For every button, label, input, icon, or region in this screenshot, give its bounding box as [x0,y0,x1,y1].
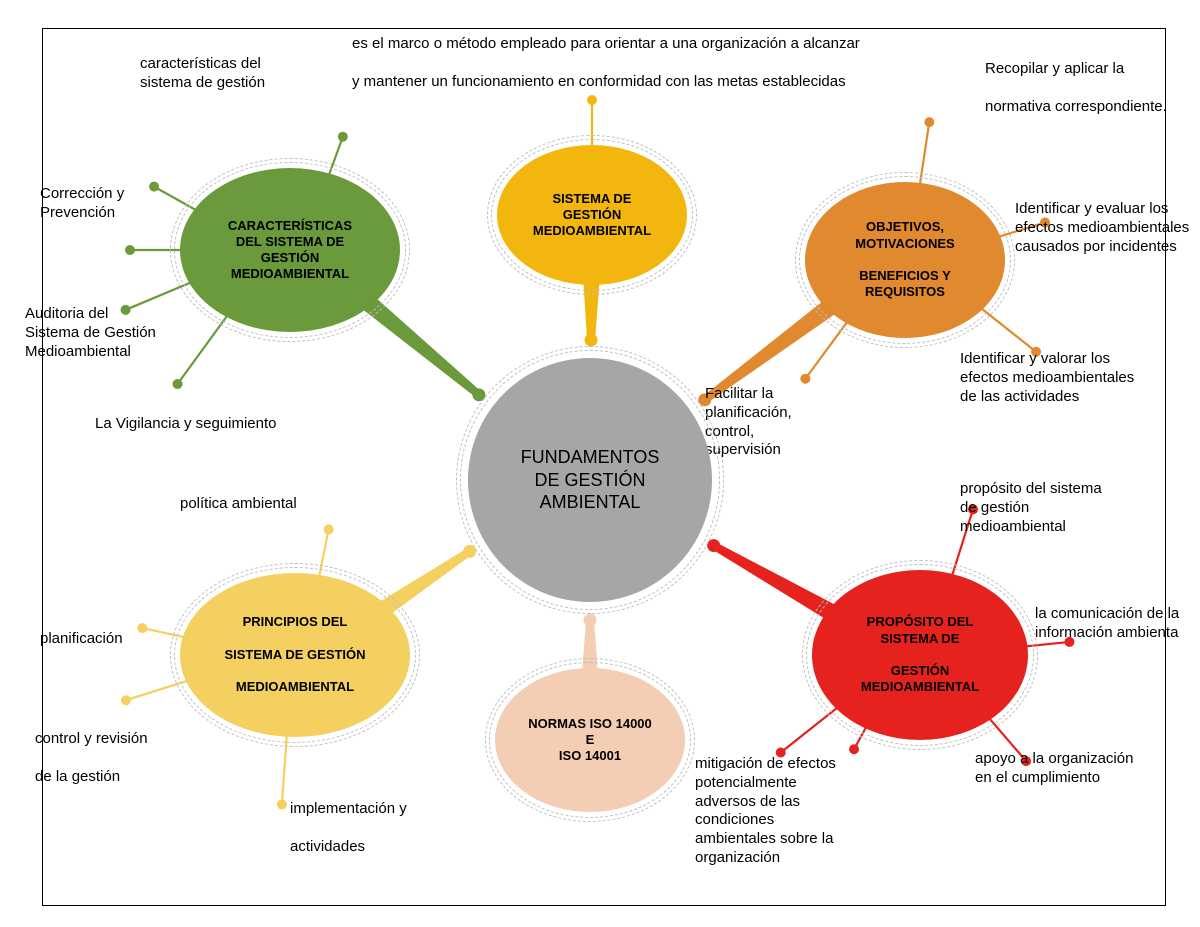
branch-label: mitigación de efectos potencialmente adv… [695,755,885,868]
node-label: PROPÓSITO DEL SISTEMA DE GESTIÓN MEDIOAM… [861,614,979,695]
node-label: FUNDAMENTOS DE GESTIÓN AMBIENTAL [521,446,660,514]
branch-label: control y revisión de la gestión [35,730,205,786]
node-label: NORMAS ISO 14000 E ISO 14001 [528,716,652,765]
node-body: NORMAS ISO 14000 E ISO 14001 [495,668,685,812]
branch-label: la comunicación de la información ambien… [1035,605,1200,643]
branch-label: Auditoria del Sistema de Gestión Medioam… [25,305,205,361]
branch-label: La Vigilancia y seguimiento [95,415,355,434]
branch-label: características del sistema de gestión [140,55,320,93]
branch-label: propósito del sistema de gestión medioam… [960,480,1160,536]
branch-label: es el marco o método empleado para orien… [352,35,992,91]
node-body: PRINCIPIOS DEL SISTEMA DE GESTIÓN MEDIOA… [180,573,410,737]
node-body: SISTEMA DE GESTIÓN MEDIOAMBIENTAL [497,145,687,285]
node-body: OBJETIVOS, MOTIVACIONES BENEFICIOS Y REQ… [805,182,1005,338]
node-label: SISTEMA DE GESTIÓN MEDIOAMBIENTAL [533,191,651,240]
branch-label: implementación y actividades [290,800,470,856]
branch-label: Recopilar y aplicar la normativa corresp… [985,60,1200,116]
branch-label: Identificar y valorar los efectos medioa… [960,350,1180,406]
branch-label: Facilitar la planificación, control, sup… [705,385,845,460]
node-body: CARACTERÍSTICAS DEL SISTEMA DE GESTIÓN M… [180,168,400,332]
node-body: PROPÓSITO DEL SISTEMA DE GESTIÓN MEDIOAM… [812,570,1028,740]
node-label: OBJETIVOS, MOTIVACIONES BENEFICIOS Y REQ… [855,219,954,300]
branch-label: planificación [40,630,180,649]
branch-label: Corrección y Prevención [40,185,180,223]
node-body: FUNDAMENTOS DE GESTIÓN AMBIENTAL [468,358,712,602]
branch-label: Identificar y evaluar los efectos medioa… [1015,200,1200,256]
mindmap-stage: características del sistema de gestión Co… [0,0,1200,927]
node-label: CARACTERÍSTICAS DEL SISTEMA DE GESTIÓN M… [228,218,352,283]
node-label: PRINCIPIOS DEL SISTEMA DE GESTIÓN MEDIOA… [224,614,365,695]
branch-label: política ambiental [180,495,360,514]
branch-label: apoyo a la organización en el cumplimien… [975,750,1185,788]
